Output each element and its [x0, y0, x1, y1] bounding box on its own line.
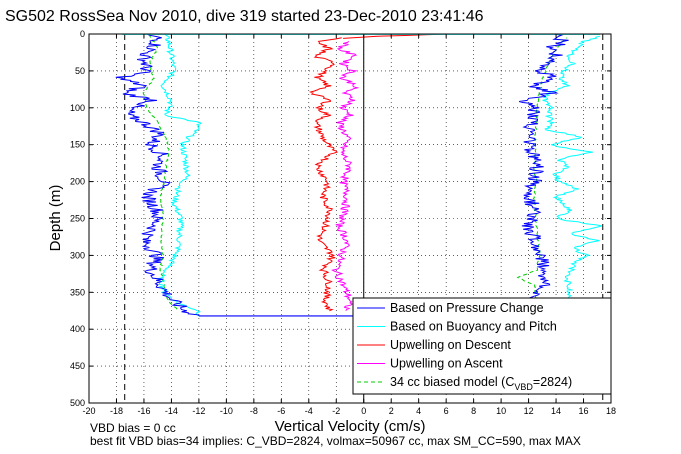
x-tick-label: 2 — [389, 406, 394, 416]
series-based-on-pressure-change-ascent — [518, 33, 569, 317]
y-tick-label: 50 — [75, 66, 85, 76]
series-based-on-buoyancy-and-pitch-descent — [157, 33, 202, 317]
legend: Based on Pressure Change Based on Buoyanc… — [352, 297, 612, 395]
x-tick-label: 16 — [579, 406, 589, 416]
x-tick-label: 10 — [496, 406, 506, 416]
x-tick-label: 0 — [361, 406, 366, 416]
y-tick-label: 400 — [70, 324, 85, 334]
x-tick-label: -8 — [250, 406, 258, 416]
x-tick-label: 12 — [524, 406, 534, 416]
x-tick-label: 18 — [606, 406, 616, 416]
legend-box — [352, 297, 612, 395]
legend-label: Based on Buoyancy and Pitch — [390, 320, 557, 334]
y-tick-label: 0 — [80, 29, 85, 39]
y-tick-label: 300 — [70, 250, 85, 260]
y-tick-label: 100 — [70, 103, 85, 113]
x-tick-label: 6 — [444, 406, 449, 416]
series-based-on-buoyancy-and-pitch-ascent — [542, 35, 603, 317]
x-tick-label: -2 — [332, 406, 340, 416]
y-tick-label: 450 — [70, 361, 85, 371]
legend-label: Upwelling on Descent — [390, 338, 511, 352]
x-tick-label: -12 — [192, 406, 205, 416]
chart-title: SG502 RossSea Nov 2010, dive 319 started… — [5, 8, 484, 25]
series-based-on-pressure-change-descent — [115, 33, 200, 316]
legend-label: Upwelling on Ascent — [390, 357, 503, 371]
x-axis-ticks: -20 -18 -16 -14 -12 -10 -8 -6 -4 -2 0 2 4 6 8 10 12 14 16 1… — [82, 34, 616, 416]
x-axis-label: Vertical Velocity (cm/s) — [275, 418, 426, 435]
x-tick-label: -20 — [82, 406, 95, 416]
x-tick-label: -10 — [220, 406, 233, 416]
legend-label: Based on Pressure Change — [390, 301, 544, 315]
y-tick-label: 150 — [70, 140, 85, 150]
y-tick-label: 500 — [70, 398, 85, 408]
y-tick-label: 250 — [70, 214, 85, 224]
y-axis-label: Depth (m) — [47, 185, 64, 252]
plot-series — [115, 33, 603, 317]
series-34-cc-biased-model-descent — [142, 33, 179, 312]
x-tick-label: -16 — [137, 406, 150, 416]
x-tick-label: 14 — [551, 406, 561, 416]
series-upwelling-on-descent — [309, 37, 342, 312]
legend-label: 34 cc biased model (CVBD=2824) — [390, 375, 572, 392]
x-tick-label: -18 — [110, 406, 123, 416]
x-tick-label: -6 — [277, 406, 285, 416]
x-tick-label: -4 — [305, 406, 313, 416]
x-tick-label: 8 — [471, 406, 476, 416]
y-tick-label: 200 — [70, 177, 85, 187]
y-tick-label: 350 — [70, 287, 85, 297]
best-fit-note: best fit VBD bias=34 implies: C_VBD=2824… — [90, 434, 581, 448]
x-tick-label: -14 — [165, 406, 178, 416]
y-axis-ticks: 0 50 100 150 200 250 300 350 400 450 500 — [70, 29, 611, 408]
x-tick-label: 4 — [416, 406, 421, 416]
vbd-bias-note: VBD bias = 0 cc — [90, 421, 176, 435]
series-upwelling-on-ascent — [331, 40, 360, 311]
